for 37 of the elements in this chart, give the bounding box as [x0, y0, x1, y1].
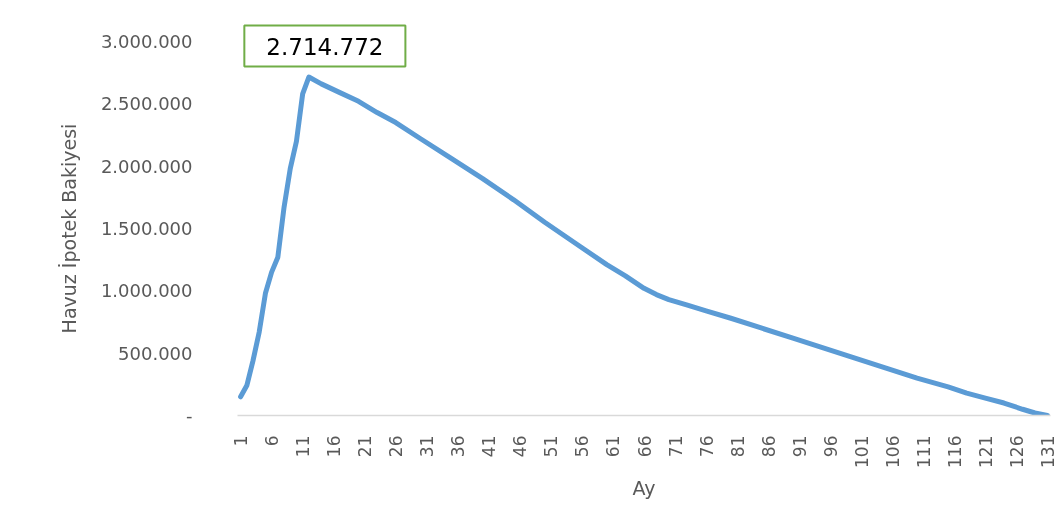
- x-tick-label: 26: [386, 435, 407, 458]
- x-tick-label: 96: [820, 435, 841, 458]
- y-tick-label: 500.000: [118, 342, 193, 364]
- x-tick-label: 101: [851, 435, 872, 468]
- annotation: 2.714.772: [266, 33, 384, 60]
- x-tick-label: 41: [479, 435, 500, 458]
- x-tick-label: 111: [913, 435, 934, 468]
- x-tick-label: 66: [634, 435, 655, 458]
- x-tick-label: 126: [1006, 435, 1027, 468]
- x-tick-label: 51: [541, 435, 562, 458]
- x-tick-label: 71: [665, 435, 686, 458]
- x-tick-label: 56: [572, 435, 593, 458]
- x-tick-label: 16: [324, 435, 345, 458]
- x-tick-label: 1: [231, 435, 252, 447]
- y-axis-title: Havuz İpotek Bakiyesi: [57, 123, 80, 334]
- x-tick-label: 21: [355, 435, 376, 458]
- y-tick-label: 1.500.000: [100, 218, 193, 239]
- y-tick-label: 2.500.000: [100, 93, 193, 115]
- y-tick-label: -: [186, 405, 193, 426]
- x-tick-label: 121: [975, 435, 996, 468]
- x-tick-label: 76: [696, 435, 717, 458]
- x-tick-label: 6: [262, 435, 283, 447]
- x-tick-label: 131: [1037, 435, 1058, 468]
- x-tick-label: 91: [789, 435, 810, 458]
- x-tick-label: 31: [417, 435, 438, 458]
- x-axis-title: Ay: [632, 476, 656, 499]
- y-tick-label: 3.000.000: [100, 31, 193, 52]
- x-tick-label: 46: [510, 435, 531, 458]
- y-tick-label: 2.000.000: [100, 155, 193, 177]
- x-tick-label: 106: [882, 435, 903, 468]
- x-tick-label: 81: [727, 435, 748, 458]
- x-tick-label: 86: [758, 435, 779, 458]
- x-tick-label: 116: [944, 435, 965, 468]
- x-tick-label: 36: [448, 435, 469, 458]
- y-tick-label: 1.000.000: [100, 280, 193, 302]
- x-tick-label: 61: [603, 435, 624, 458]
- x-tick-label: 11: [293, 435, 314, 458]
